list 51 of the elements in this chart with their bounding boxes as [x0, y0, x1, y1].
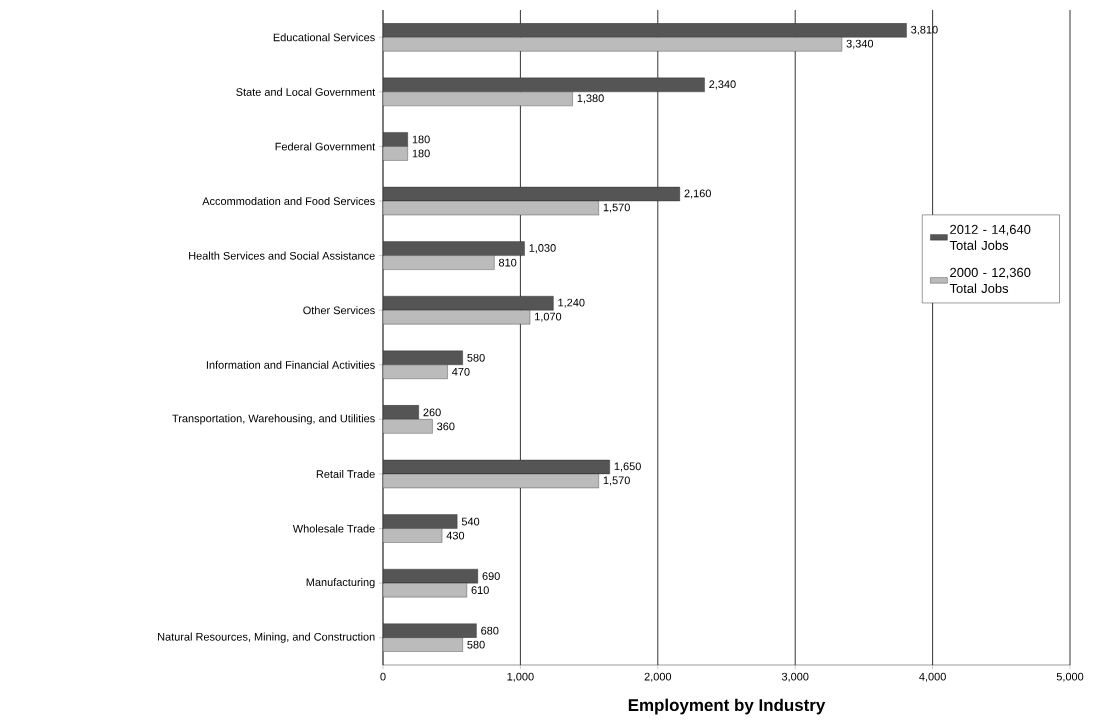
- data-label: 1,570: [603, 203, 630, 213]
- x-tick-label: 4,000: [919, 672, 946, 682]
- x-tick-label: 3,000: [781, 672, 809, 682]
- data-label: 3,340: [846, 39, 874, 49]
- legend-label: 2000 - 12,360 Total Jobs: [949, 267, 1031, 293]
- y-tick-label: Information and Financial Activities: [206, 360, 375, 369]
- y-tick-label: Federal Government: [275, 142, 376, 151]
- bar: [383, 637, 463, 652]
- data-label: 1,030: [529, 244, 556, 254]
- y-tick-label: State and Local Government: [236, 87, 376, 96]
- y-tick-label: Natural Resources, Mining, and Construction: [158, 632, 375, 643]
- bar: [383, 255, 495, 270]
- data-label: 430: [446, 531, 465, 540]
- bar: [383, 37, 843, 52]
- data-label: 610: [471, 586, 489, 595]
- data-label: 1,570: [603, 476, 630, 486]
- data-label: 1,650: [614, 462, 641, 472]
- y-tick-label: Retail Trade: [316, 469, 375, 478]
- y-tick-label: Health Services and Social Assistance: [189, 251, 375, 260]
- x-tick-label: 0: [380, 672, 386, 681]
- bar: [383, 310, 531, 325]
- bar: [383, 364, 448, 379]
- x-tick-label: 5,000: [1056, 672, 1084, 682]
- data-label: 1,380: [577, 94, 604, 104]
- data-label: 690: [482, 572, 500, 581]
- data-label: 540: [461, 517, 480, 526]
- data-label: 2,340: [709, 80, 736, 90]
- data-label: 580: [467, 640, 485, 649]
- data-label: 260: [423, 408, 441, 417]
- data-label: 2,160: [684, 189, 711, 199]
- data-label: 180: [412, 135, 430, 144]
- data-label: 810: [498, 258, 517, 267]
- data-label: 680: [481, 626, 499, 635]
- bar: [383, 419, 433, 434]
- x-axis-title: Employment by Industry: [628, 698, 826, 715]
- data-label: 360: [437, 422, 455, 431]
- legend-label: 2012 - 14,640 Total Jobs: [949, 224, 1031, 250]
- data-label: 1,240: [558, 298, 585, 308]
- y-tick-label: Accommodation and Food Services: [202, 197, 375, 206]
- x-tick-label: 2,000: [644, 672, 672, 682]
- y-tick-label: Other Services: [303, 306, 375, 315]
- data-label: 1,070: [535, 312, 562, 322]
- y-tick-label: Transportation, Warehousing, and Utilities: [172, 414, 375, 425]
- data-label: 580: [467, 353, 485, 362]
- y-tick-label: Manufacturing: [306, 578, 375, 589]
- data-label: 470: [452, 367, 470, 376]
- y-tick-label: Wholesale Trade: [292, 524, 375, 533]
- x-tick-label: 1,000: [507, 672, 534, 682]
- y-tick-label: Educational Services: [273, 33, 375, 42]
- bar: [383, 528, 443, 543]
- data-label: 180: [412, 149, 430, 158]
